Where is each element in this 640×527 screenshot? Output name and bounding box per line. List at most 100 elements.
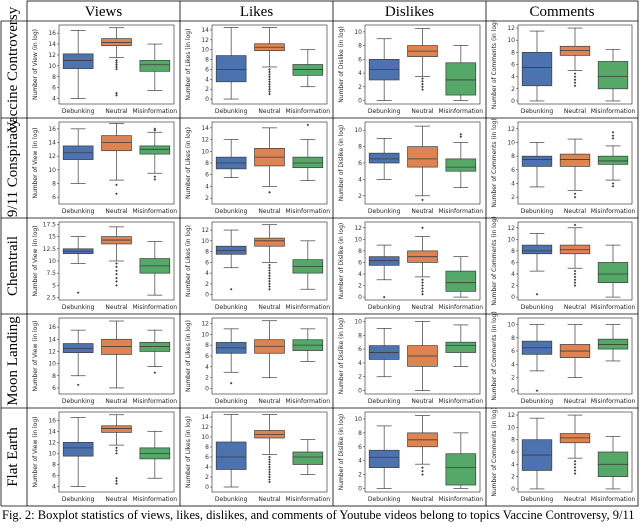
box-neutral-flier bbox=[268, 271, 271, 275]
y-tick-label: 6 bbox=[358, 259, 362, 266]
y-tick-label: 14 bbox=[201, 414, 209, 421]
y-tick-label: 0 bbox=[205, 386, 209, 393]
box-neutral-flier bbox=[115, 63, 118, 67]
y-tick-label: 4 bbox=[52, 483, 56, 490]
box-neutral-flier bbox=[573, 81, 577, 85]
box-neutral-flier bbox=[268, 473, 271, 476]
box-misinformation-iqr bbox=[597, 61, 629, 90]
y-axis-label: Number of View (in log) bbox=[32, 127, 39, 198]
x-tick-label-neutral: Neutral bbox=[105, 208, 127, 215]
box-debunking-flier bbox=[535, 389, 539, 392]
x-tick-label-neutral: Neutral bbox=[564, 398, 586, 405]
y-tick-label: 10 bbox=[48, 361, 56, 368]
y-tick-label: 14 bbox=[48, 41, 56, 48]
box-neutral-flier bbox=[573, 472, 577, 475]
box-neutral-flier bbox=[421, 284, 424, 287]
box-neutral-flier bbox=[268, 455, 271, 459]
box-debunking-iqr bbox=[368, 152, 400, 164]
y-tick-label: 0 bbox=[511, 294, 515, 301]
y-axis-label: Number of Likes (in log) bbox=[185, 127, 192, 199]
y-tick-label: 6 bbox=[205, 172, 209, 179]
x-tick-label-neutral: Neutral bbox=[411, 398, 433, 405]
box-misinformation-iqr bbox=[292, 64, 324, 76]
y-tick-label: 6 bbox=[511, 62, 515, 69]
y-tick-label: 8 bbox=[205, 444, 209, 451]
box-neutral-flier bbox=[115, 449, 118, 452]
x-tick-label-debunking: Debunking bbox=[62, 108, 95, 115]
box-debunking-flier bbox=[76, 291, 80, 294]
box-misinformation-flier bbox=[153, 128, 157, 132]
box-neutral-flier bbox=[573, 75, 577, 78]
y-tick-label: 6 bbox=[205, 259, 209, 266]
y-tick-label: 10 bbox=[48, 63, 56, 70]
box-neutral-flier bbox=[421, 466, 424, 469]
box-neutral-flier bbox=[115, 192, 118, 196]
y-tick-label: 0 bbox=[358, 98, 362, 105]
x-tick-label-neutral: Neutral bbox=[411, 208, 433, 215]
box-neutral-flier bbox=[115, 482, 118, 486]
box-neutral-flier bbox=[268, 269, 271, 272]
y-tick-label: 2 bbox=[511, 194, 515, 201]
box-neutral-flier bbox=[268, 85, 271, 89]
box-neutral-flier bbox=[268, 266, 271, 270]
y-tick-label: 4 bbox=[205, 183, 209, 190]
x-tick-label-neutral: Neutral bbox=[564, 208, 586, 215]
box-neutral-flier bbox=[268, 263, 271, 267]
x-tick-label-neutral: Neutral bbox=[258, 108, 280, 115]
row-title-flat-earth: Flat Earth bbox=[5, 427, 21, 487]
y-axis-label: Number of View (in log) bbox=[32, 320, 39, 391]
y-tick-label: 10 bbox=[354, 29, 362, 36]
box-neutral-flier bbox=[268, 460, 271, 464]
y-tick-label: 4 bbox=[52, 96, 56, 103]
box-neutral-flier bbox=[268, 285, 271, 288]
y-tick-label: 6 bbox=[205, 454, 209, 461]
y-tick-label: 2 bbox=[358, 374, 362, 381]
y-tick-label: 10 bbox=[507, 322, 515, 329]
y-axis-label: Number of Likes (in log) bbox=[185, 320, 192, 392]
y-tick-label: 8 bbox=[205, 249, 209, 256]
x-tick-label-debunking: Debunking bbox=[368, 108, 401, 115]
y-tick-label: 2 bbox=[205, 281, 209, 288]
y-tick-label: 10 bbox=[354, 236, 362, 243]
y-tick-label: 0 bbox=[358, 388, 362, 395]
row-title-chemtrail: Chemtrail bbox=[5, 236, 21, 296]
box-neutral-flier bbox=[421, 198, 424, 202]
y-tick-label: 12 bbox=[507, 25, 515, 32]
box-neutral-flier bbox=[573, 278, 577, 282]
y-tick-label: 12 bbox=[507, 412, 515, 419]
box-neutral-flier bbox=[573, 284, 577, 287]
y-tick-label: 4 bbox=[358, 360, 362, 367]
box-neutral-flier bbox=[115, 272, 118, 276]
y-tick-label: 2.5 bbox=[46, 295, 56, 302]
box-neutral-flier bbox=[115, 269, 118, 273]
y-tick-label: 14 bbox=[201, 27, 209, 34]
y-tick-label: 10 bbox=[507, 424, 515, 431]
box-neutral-flier bbox=[268, 90, 271, 93]
x-tick-label-neutral: Neutral bbox=[564, 304, 586, 311]
y-tick-label: 0 bbox=[205, 292, 209, 299]
x-tick-label-misinformation: Misinformation bbox=[133, 108, 178, 115]
y-axis-label: Number of Dislike (in log) bbox=[338, 414, 345, 491]
box-neutral-flier bbox=[268, 282, 271, 286]
x-tick-label-debunking: Debunking bbox=[521, 208, 554, 215]
y-tick-label: 12.5 bbox=[43, 246, 57, 253]
y-tick-label: 4 bbox=[205, 76, 209, 83]
x-tick-label-debunking: Debunking bbox=[368, 496, 401, 503]
y-axis-label: Number of Likes (in log) bbox=[185, 29, 192, 101]
column-title-views: Views bbox=[85, 4, 123, 20]
box-misinformation-flier bbox=[153, 175, 157, 178]
box-neutral-flier bbox=[573, 72, 577, 75]
y-tick-label: 8 bbox=[205, 160, 209, 167]
y-tick-label: 12 bbox=[201, 227, 209, 234]
row-title-9-11-conspiracy: 9/11 Conspiracy bbox=[5, 118, 21, 217]
box-neutral-flier bbox=[573, 272, 577, 276]
x-tick-label-debunking: Debunking bbox=[215, 208, 248, 215]
y-tick-label: 10 bbox=[201, 434, 209, 441]
box-neutral-flier bbox=[268, 465, 271, 469]
box-neutral-flier bbox=[421, 80, 424, 83]
x-tick-label-misinformation: Misinformation bbox=[591, 108, 636, 115]
box-neutral-flier bbox=[421, 278, 424, 282]
y-tick-label: 10 bbox=[201, 331, 209, 338]
box-neutral-flier bbox=[421, 77, 424, 80]
box-misinformation-iqr bbox=[139, 145, 171, 155]
